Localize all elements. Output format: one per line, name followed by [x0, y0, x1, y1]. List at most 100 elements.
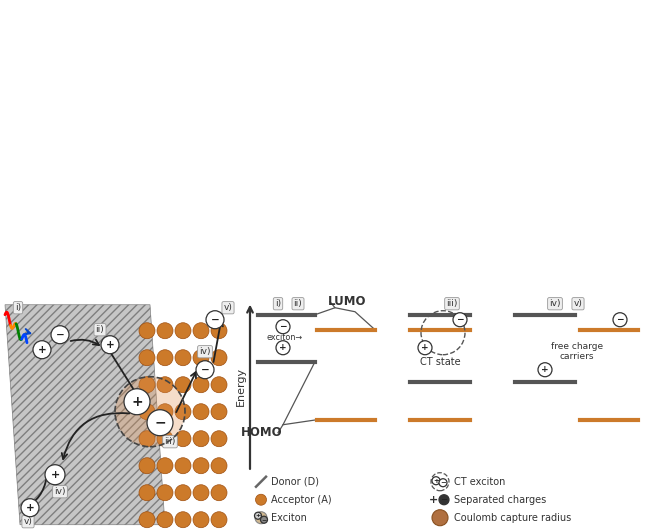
Text: +: +: [26, 503, 34, 513]
Circle shape: [101, 335, 119, 354]
Text: i): i): [15, 303, 21, 312]
Circle shape: [439, 494, 449, 505]
Text: iii): iii): [164, 437, 176, 446]
Text: −: −: [616, 315, 624, 324]
Circle shape: [139, 512, 155, 528]
Text: exciton→: exciton→: [267, 333, 303, 342]
Circle shape: [115, 377, 185, 447]
Circle shape: [211, 485, 227, 501]
Text: −: −: [201, 365, 209, 375]
Circle shape: [33, 341, 51, 359]
Text: +: +: [421, 343, 429, 352]
Text: LUMO: LUMO: [328, 295, 366, 308]
Circle shape: [139, 431, 155, 447]
Text: iv): iv): [549, 299, 561, 308]
Circle shape: [211, 323, 227, 339]
Text: free charge
carriers: free charge carriers: [551, 342, 603, 361]
Text: +: +: [37, 344, 47, 355]
Text: i): i): [275, 299, 281, 308]
Text: +: +: [50, 470, 59, 480]
Circle shape: [147, 410, 173, 436]
Circle shape: [45, 465, 65, 485]
Circle shape: [139, 323, 155, 339]
Circle shape: [175, 485, 191, 501]
Text: Separated charges: Separated charges: [454, 494, 547, 505]
Circle shape: [260, 516, 267, 523]
Circle shape: [157, 458, 173, 474]
Circle shape: [211, 404, 227, 420]
Circle shape: [276, 320, 290, 334]
Text: v): v): [574, 299, 583, 308]
Text: +: +: [106, 340, 114, 350]
Text: CT state: CT state: [420, 357, 461, 367]
Text: −: −: [211, 315, 220, 325]
Circle shape: [157, 431, 173, 447]
Text: v): v): [23, 517, 32, 526]
Circle shape: [538, 363, 552, 377]
Circle shape: [211, 350, 227, 366]
Text: Donor (D): Donor (D): [271, 476, 319, 487]
Text: iii): iii): [446, 299, 457, 308]
Circle shape: [613, 313, 627, 326]
Circle shape: [175, 458, 191, 474]
Text: −: −: [440, 480, 446, 485]
Circle shape: [175, 431, 191, 447]
Circle shape: [255, 512, 267, 524]
Circle shape: [256, 494, 267, 505]
Circle shape: [206, 311, 224, 329]
Circle shape: [453, 313, 467, 326]
Circle shape: [439, 479, 447, 487]
Circle shape: [139, 458, 155, 474]
Circle shape: [157, 485, 173, 501]
Circle shape: [157, 377, 173, 393]
Circle shape: [193, 377, 209, 393]
Text: Energy: Energy: [236, 367, 246, 407]
Circle shape: [175, 512, 191, 528]
Text: +: +: [430, 494, 439, 505]
Text: ii): ii): [294, 299, 302, 308]
Circle shape: [193, 431, 209, 447]
Circle shape: [211, 377, 227, 393]
Circle shape: [139, 485, 155, 501]
Circle shape: [193, 323, 209, 339]
Text: Coulomb capture radius: Coulomb capture radius: [454, 513, 571, 523]
Circle shape: [157, 323, 173, 339]
Circle shape: [193, 512, 209, 528]
Text: −: −: [262, 517, 267, 522]
Circle shape: [175, 377, 191, 393]
Circle shape: [175, 323, 191, 339]
Text: −: −: [279, 322, 287, 331]
Circle shape: [193, 404, 209, 420]
Circle shape: [175, 350, 191, 366]
Circle shape: [432, 510, 448, 526]
Text: +: +: [255, 513, 260, 518]
Text: −: −: [154, 416, 166, 430]
Text: −: −: [456, 315, 464, 324]
Circle shape: [193, 485, 209, 501]
Circle shape: [255, 512, 262, 519]
Text: v): v): [224, 303, 233, 312]
Circle shape: [276, 341, 290, 355]
Circle shape: [157, 404, 173, 420]
Text: CT exciton: CT exciton: [454, 476, 505, 487]
Circle shape: [193, 458, 209, 474]
Text: iv): iv): [54, 487, 66, 496]
Circle shape: [139, 377, 155, 393]
Text: Exciton: Exciton: [271, 513, 307, 523]
Circle shape: [139, 404, 155, 420]
Circle shape: [418, 341, 432, 355]
Circle shape: [21, 499, 39, 517]
Polygon shape: [5, 305, 165, 525]
Circle shape: [432, 476, 440, 485]
Circle shape: [211, 458, 227, 474]
Text: HOMO: HOMO: [241, 426, 283, 439]
Circle shape: [124, 388, 150, 414]
Text: Acceptor (A): Acceptor (A): [271, 494, 331, 505]
Text: −: −: [441, 495, 448, 504]
Circle shape: [211, 431, 227, 447]
Circle shape: [175, 404, 191, 420]
Circle shape: [193, 350, 209, 366]
Text: ii): ii): [96, 325, 105, 334]
Text: +: +: [541, 365, 549, 374]
Text: +: +: [433, 478, 439, 484]
